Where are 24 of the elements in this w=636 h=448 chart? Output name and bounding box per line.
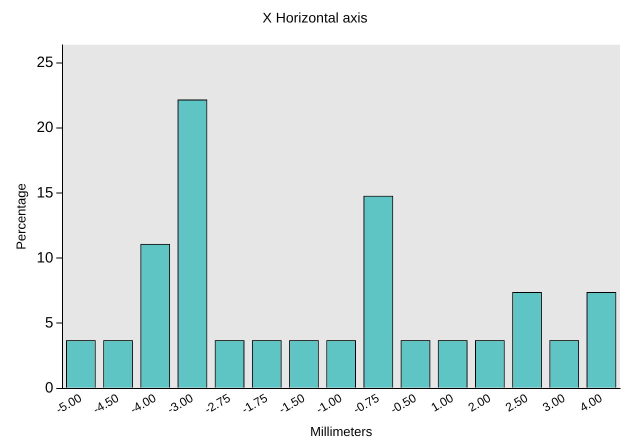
y-axis-title: Percentage <box>13 183 28 250</box>
y-tick-label: 20 <box>36 119 54 136</box>
x-axis-title: Millimeters <box>310 424 373 439</box>
x-tick-label: -1.50 <box>276 390 308 417</box>
x-tick-label: -0.50 <box>388 390 419 417</box>
y-tick-label: 10 <box>36 249 54 266</box>
x-tick-label: -3.00 <box>164 390 196 417</box>
y-tick-label: 15 <box>36 184 54 202</box>
x-tick-label: 1.00 <box>428 390 456 415</box>
x-tick-label: -1.75 <box>239 390 270 417</box>
x-tick-label: -1.00 <box>314 390 345 417</box>
x-tick-label: 2.50 <box>502 390 530 415</box>
chart-title: X Horizontal axis <box>262 9 368 26</box>
x-tick-label: -5.00 <box>53 390 84 417</box>
x-tick-label: -4.50 <box>90 390 122 417</box>
x-tick-label: 4.00 <box>577 390 605 415</box>
x-tick-label: 3.00 <box>540 390 568 415</box>
y-tick-label: 5 <box>44 314 54 332</box>
x-tick-label: -0.75 <box>350 390 382 417</box>
y-tick-label: 25 <box>36 54 54 72</box>
y-tick-label: 0 <box>44 379 54 396</box>
x-tick-label: -4.00 <box>128 390 159 417</box>
x-tick-label: 2.00 <box>466 390 494 415</box>
x-tick-label: -2.75 <box>202 390 234 417</box>
